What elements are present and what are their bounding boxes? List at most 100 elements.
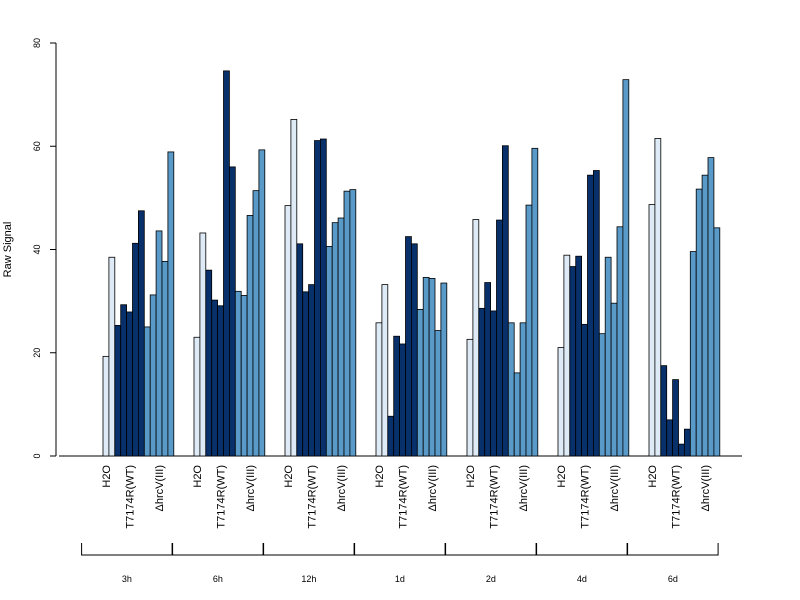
- y-tick-label: 40: [32, 244, 42, 254]
- bar: [258, 149, 266, 457]
- bar: [381, 284, 389, 457]
- x-category-label: T7174R(WT): [216, 465, 228, 529]
- bar: [193, 336, 201, 457]
- bar: [314, 140, 321, 457]
- time-group-label: 2d: [486, 574, 496, 584]
- bar: [678, 443, 685, 457]
- bar: [149, 294, 157, 457]
- bar: [496, 219, 503, 457]
- bar: [102, 355, 110, 457]
- bar: [569, 266, 577, 457]
- bar: [701, 174, 709, 457]
- x-category-label: T7174R(WT): [398, 465, 410, 529]
- y-tick-label: 0: [32, 453, 42, 458]
- bar: [713, 227, 721, 457]
- bar: [284, 205, 292, 457]
- bar: [223, 70, 230, 457]
- bar: [143, 326, 151, 457]
- bar: [695, 188, 703, 457]
- bar: [610, 302, 618, 457]
- bar: [132, 242, 139, 457]
- bar: [137, 210, 145, 457]
- bar: [114, 324, 122, 457]
- bar: [234, 290, 242, 457]
- bar: [478, 307, 486, 457]
- x-category-label: T7174R(WT): [489, 465, 501, 529]
- bar: [405, 236, 412, 457]
- x-category-label: ΔhrcV(III): [609, 465, 621, 511]
- x-category-label: H2O: [101, 465, 113, 488]
- bar: [211, 299, 218, 457]
- bar: [302, 291, 310, 457]
- bar: [593, 170, 600, 457]
- y-tick-label: 80: [32, 38, 42, 48]
- bar: [604, 256, 612, 457]
- bar: [648, 204, 656, 457]
- bar: [393, 335, 401, 457]
- bar: [296, 243, 304, 457]
- x-category-label: ΔhrcV(III): [518, 465, 530, 511]
- time-group-bracket: [172, 543, 264, 556]
- bar: [525, 204, 533, 457]
- x-category-label: ΔhrcV(III): [154, 465, 166, 511]
- bar: [199, 232, 207, 457]
- y-tick-label: 20: [32, 348, 42, 358]
- time-group-label: 6d: [668, 574, 678, 584]
- bar: [689, 251, 697, 457]
- bar: [399, 343, 406, 457]
- bar: [684, 428, 691, 457]
- time-group-label: 4d: [577, 574, 587, 584]
- x-category-label: T7174R(WT): [125, 465, 137, 529]
- bar: [325, 246, 333, 457]
- bar: [587, 174, 594, 457]
- x-category-label: H2O: [556, 465, 568, 488]
- bar: [410, 243, 418, 457]
- bar: [252, 190, 260, 457]
- time-group-label: 6h: [213, 574, 223, 584]
- bar: [387, 415, 395, 457]
- time-group-bracket: [263, 543, 355, 556]
- x-category-label: H2O: [283, 465, 295, 488]
- bar: [343, 190, 351, 457]
- bar: [422, 276, 430, 457]
- bar: [337, 217, 345, 457]
- bar: [308, 284, 315, 457]
- x-category-label: ΔhrcV(III): [700, 465, 712, 511]
- x-category-label: H2O: [647, 465, 659, 488]
- bar: [120, 304, 127, 457]
- bar: [319, 138, 327, 457]
- bar: [155, 230, 163, 457]
- bar: [484, 282, 492, 457]
- bar: [672, 379, 679, 457]
- time-group-label: 12h: [301, 574, 316, 584]
- bar: [349, 189, 357, 457]
- bar: [660, 365, 668, 457]
- bar: [290, 119, 298, 457]
- x-category-label: T7174R(WT): [671, 465, 683, 529]
- time-group-bracket: [81, 543, 173, 556]
- x-category-label: ΔhrcV(III): [245, 465, 257, 511]
- bar: [598, 333, 606, 457]
- time-group-bracket: [536, 543, 628, 556]
- bar: [108, 256, 116, 457]
- bar: [519, 322, 527, 457]
- time-group-bracket: [354, 543, 446, 556]
- bar: [531, 147, 539, 457]
- bar: [707, 157, 715, 457]
- bar: [167, 151, 175, 457]
- x-category-label: ΔhrcV(III): [427, 465, 439, 511]
- bar: [434, 330, 442, 457]
- bar: [575, 255, 583, 457]
- bar: [622, 79, 630, 457]
- bar: [501, 145, 509, 457]
- bar: [240, 295, 248, 457]
- bar: [472, 219, 480, 457]
- x-category-label: ΔhrcV(III): [336, 465, 348, 511]
- bar: [581, 323, 588, 457]
- time-group-label: 3h: [122, 574, 132, 584]
- time-group-label: 1d: [395, 574, 405, 584]
- y-tick-label: 60: [32, 141, 42, 151]
- bar: [507, 322, 515, 457]
- bar: [246, 215, 254, 457]
